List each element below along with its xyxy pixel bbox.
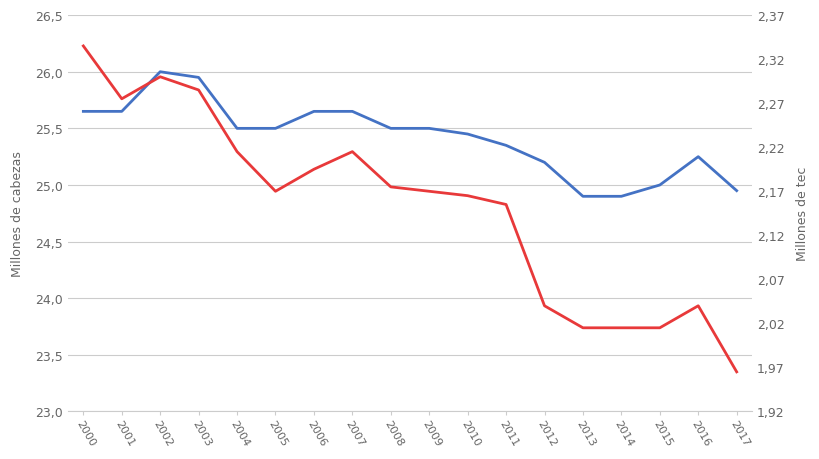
Y-axis label: Millones de cabezas: Millones de cabezas [11,151,24,277]
Y-axis label: Millones de tec: Millones de tec [795,167,808,261]
